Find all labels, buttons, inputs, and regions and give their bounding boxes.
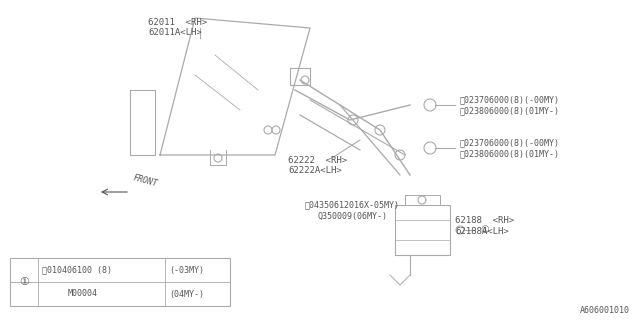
Bar — [10, 258, 230, 306]
Text: 62188A<LH>: 62188A<LH> — [455, 227, 509, 236]
Text: 62222  <RH>: 62222 <RH> — [288, 156, 347, 164]
Text: 62188  <RH>: 62188 <RH> — [455, 215, 514, 225]
Text: Ⓝ023806000(8)(01MY-): Ⓝ023806000(8)(01MY-) — [460, 107, 560, 116]
Text: 62222A<LH>: 62222A<LH> — [288, 165, 342, 174]
Text: Ⓢ04350612016X-05MY): Ⓢ04350612016X-05MY) — [305, 201, 400, 210]
Text: Ⓝ023806000(8)(01MY-): Ⓝ023806000(8)(01MY-) — [460, 149, 560, 158]
Text: ①: ① — [480, 225, 489, 235]
Text: (-03MY): (-03MY) — [169, 266, 204, 275]
Text: 62011  <RH>: 62011 <RH> — [148, 18, 207, 27]
Text: Ⓝ023706000(8)(-00MY): Ⓝ023706000(8)(-00MY) — [460, 95, 560, 105]
Text: Q350009(06MY-): Q350009(06MY-) — [318, 212, 388, 220]
Text: A606001010: A606001010 — [580, 306, 630, 315]
Text: Ⓢ010406100 (8): Ⓢ010406100 (8) — [42, 266, 112, 275]
Text: ①: ① — [19, 277, 29, 287]
Text: (04MY-): (04MY-) — [169, 290, 204, 299]
Text: Ⓝ023706000(8)(-00MY): Ⓝ023706000(8)(-00MY) — [460, 139, 560, 148]
Text: 62011A<LH>: 62011A<LH> — [148, 28, 202, 36]
Text: FRONT: FRONT — [132, 173, 159, 188]
Text: M00004: M00004 — [68, 290, 98, 299]
